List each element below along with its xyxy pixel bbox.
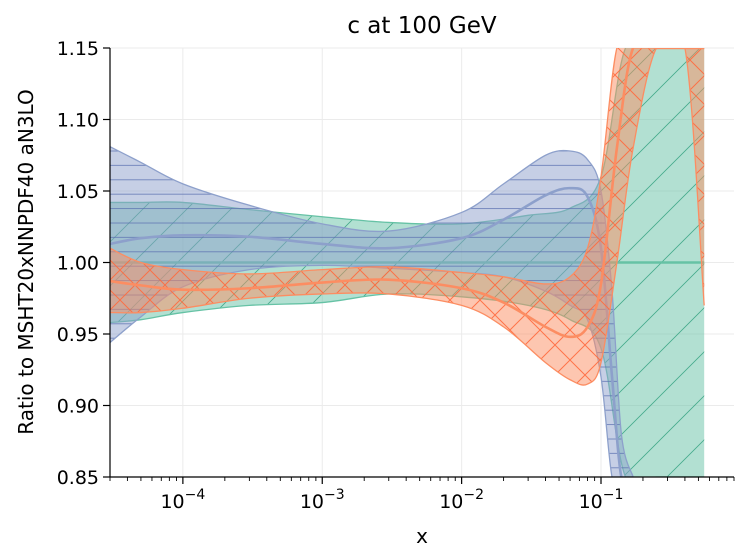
series-1-hatch xyxy=(110,146,634,477)
series-1-central-line xyxy=(110,186,634,477)
x-axis-label: x xyxy=(416,524,428,548)
y-tick-label: 0.95 xyxy=(57,324,99,346)
x-tick-label: 10−2 xyxy=(439,487,484,513)
y-tick-label: 1.05 xyxy=(57,181,99,203)
series-layer xyxy=(110,48,705,477)
y-axis-label: Ratio to MSHT20xNNPDF40 aN3LO xyxy=(14,89,38,434)
x-tick-label: 10−4 xyxy=(160,487,205,513)
y-tick-label: 1.00 xyxy=(57,253,99,275)
y-tick-label: 1.15 xyxy=(57,38,99,60)
x-tick-label: 10−3 xyxy=(300,487,345,513)
x-tick-label: 10−1 xyxy=(579,487,624,513)
chart-title: c at 100 GeV xyxy=(347,13,497,39)
x-ticks: 10−4 10−3 10−2 10−1 xyxy=(109,477,735,513)
series-2-upper-edge xyxy=(110,48,705,285)
y-tick-label: 0.85 xyxy=(57,467,99,489)
series-2-central-line xyxy=(110,48,705,339)
series-2-group xyxy=(110,48,705,386)
y-tick-label: 1.10 xyxy=(57,110,99,132)
y-tick-label: 0.90 xyxy=(57,396,99,418)
y-ticks: 0.85 0.90 0.95 1.00 1.05 1.10 1.15 xyxy=(57,38,110,489)
series-2-lower-edge xyxy=(110,48,705,386)
series-2-hatch xyxy=(110,48,705,386)
